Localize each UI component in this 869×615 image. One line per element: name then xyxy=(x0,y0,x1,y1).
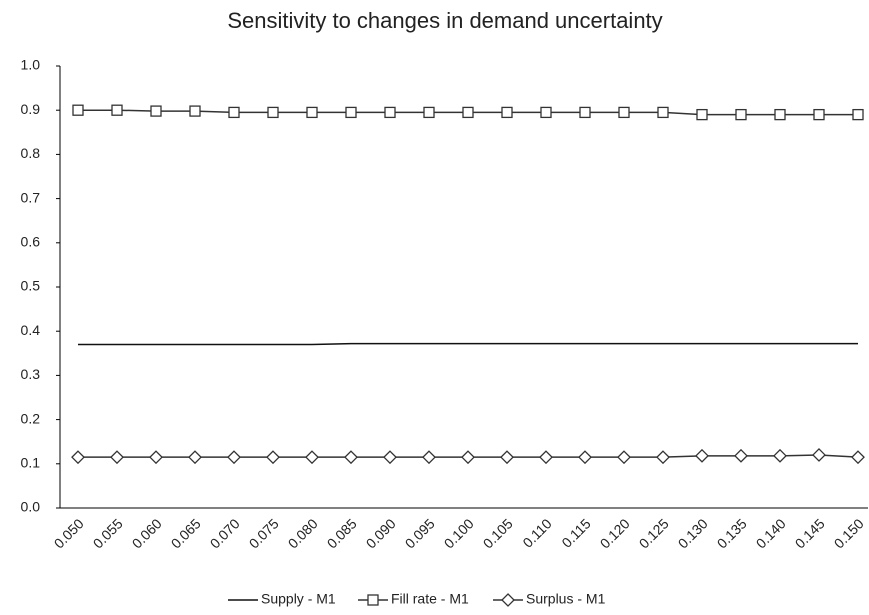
marker xyxy=(345,106,357,119)
marker xyxy=(579,106,591,119)
marker xyxy=(423,106,435,119)
x-tick-label: 0.060 xyxy=(129,515,165,551)
marker xyxy=(618,106,630,119)
marker xyxy=(462,106,474,119)
x-tick-label: 0.100 xyxy=(441,515,477,551)
x-tick-label: 0.125 xyxy=(636,515,672,551)
series xyxy=(78,342,858,346)
x-tick-label: 0.090 xyxy=(363,515,399,551)
x-tick-label: 0.140 xyxy=(753,515,789,551)
marker xyxy=(539,450,553,465)
y-tick-label: 0.7 xyxy=(21,189,41,205)
x-tick-label: 0.115 xyxy=(558,515,594,551)
y-tick-label: 0.0 xyxy=(21,499,41,515)
marker xyxy=(501,593,515,607)
marker xyxy=(851,450,865,465)
marker xyxy=(500,450,514,465)
y-tick-label: 1.0 xyxy=(21,57,41,73)
legend-label: Fill rate - M1 xyxy=(391,591,469,607)
marker xyxy=(110,450,124,465)
marker xyxy=(774,108,786,121)
y-tick-label: 0.8 xyxy=(21,145,41,161)
marker xyxy=(189,105,201,117)
marker xyxy=(695,448,709,463)
marker xyxy=(540,106,552,119)
marker xyxy=(305,450,319,465)
marker xyxy=(656,450,670,465)
y-tick-label: 0.6 xyxy=(21,234,41,250)
y-tick-label: 0.3 xyxy=(21,366,41,382)
series xyxy=(71,448,865,465)
x-tick-label: 0.070 xyxy=(207,515,243,551)
x-tick-label: 0.120 xyxy=(597,515,633,551)
marker xyxy=(344,450,358,465)
y-tick-label: 0.5 xyxy=(21,278,41,294)
y-tick-label: 0.2 xyxy=(21,410,41,426)
x-tick-label: 0.075 xyxy=(246,515,282,551)
x-tick-label: 0.130 xyxy=(675,515,711,551)
marker xyxy=(657,106,669,119)
marker xyxy=(773,448,787,463)
marker xyxy=(578,450,592,465)
x-tick-label: 0.150 xyxy=(831,515,867,551)
marker xyxy=(72,104,84,116)
marker xyxy=(367,594,379,606)
marker xyxy=(71,450,85,465)
x-tick-label: 0.110 xyxy=(519,515,555,551)
marker xyxy=(266,450,280,465)
marker xyxy=(461,450,475,465)
marker xyxy=(111,104,123,116)
marker xyxy=(188,450,202,465)
x-tick-label: 0.095 xyxy=(402,515,438,551)
marker xyxy=(734,448,748,463)
marker xyxy=(306,106,318,119)
marker xyxy=(501,106,513,119)
marker xyxy=(149,450,163,465)
marker xyxy=(227,450,241,465)
x-tick-label: 0.145 xyxy=(792,515,828,551)
x-tick-label: 0.135 xyxy=(714,515,750,551)
y-tick-label: 0.4 xyxy=(21,322,41,338)
marker xyxy=(812,448,826,462)
marker xyxy=(852,108,864,121)
marker xyxy=(813,108,825,121)
series xyxy=(72,104,864,121)
y-tick-label: 0.1 xyxy=(21,455,41,471)
marker xyxy=(383,450,397,465)
marker xyxy=(150,105,162,117)
x-tick-label: 0.055 xyxy=(90,515,126,551)
chart-title: Sensitivity to changes in demand uncerta… xyxy=(227,8,662,33)
marker xyxy=(267,106,279,119)
x-tick-label: 0.105 xyxy=(480,515,516,551)
series-line xyxy=(78,342,858,346)
marker xyxy=(422,450,436,465)
marker xyxy=(735,108,747,121)
marker xyxy=(696,108,708,121)
y-tick-label: 0.9 xyxy=(21,101,41,117)
marker xyxy=(384,106,396,119)
legend-label: Supply - M1 xyxy=(261,591,336,607)
marker xyxy=(617,450,631,465)
x-tick-label: 0.065 xyxy=(168,515,204,551)
x-tick-label: 0.085 xyxy=(324,515,360,551)
legend-label: Surplus - M1 xyxy=(526,591,606,607)
x-tick-label: 0.050 xyxy=(51,515,87,551)
x-tick-label: 0.080 xyxy=(285,515,321,551)
marker xyxy=(228,106,240,119)
